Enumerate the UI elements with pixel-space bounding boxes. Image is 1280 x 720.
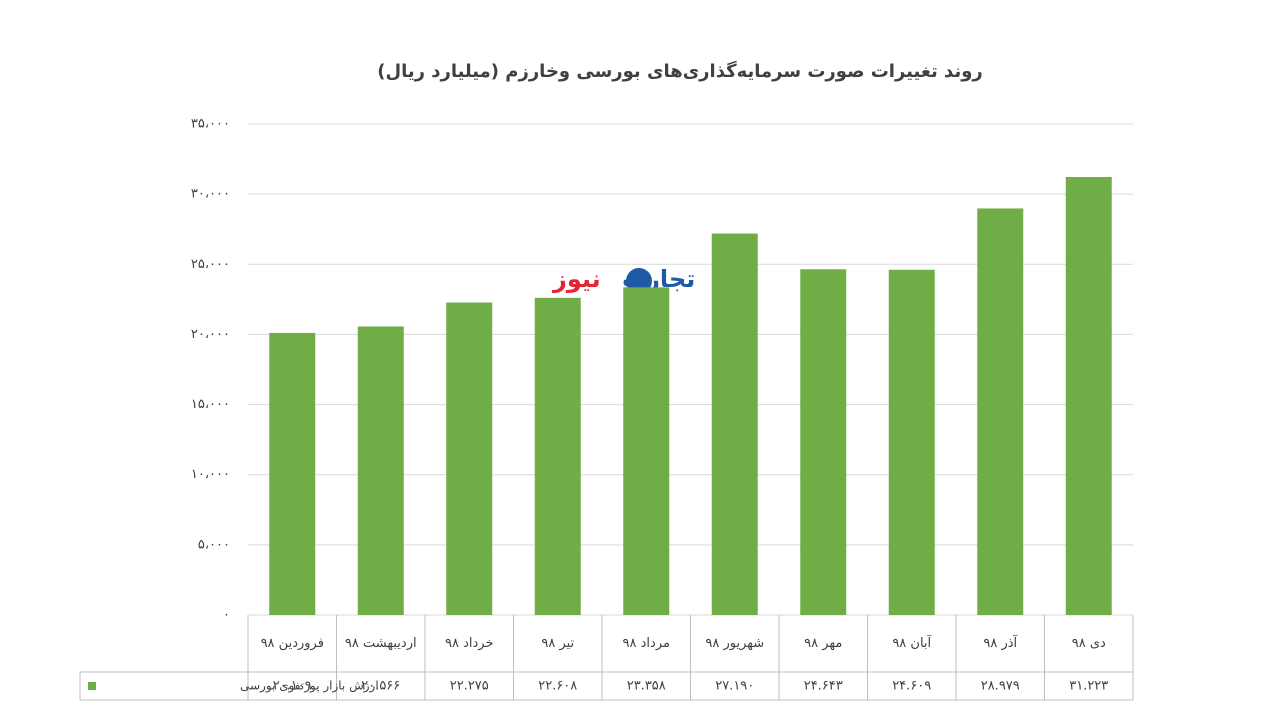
legend-swatch [88, 682, 96, 690]
y-tick-label: ۲۵،۰۰۰ [191, 257, 230, 272]
x-tick-label: تیر ۹۸ [541, 635, 575, 651]
y-tick-label: ۱۰،۰۰۰ [191, 467, 230, 482]
table-value: ۲۲.۶۰۸ [538, 679, 577, 694]
table-value: ۲۰.۵۶۶ [361, 679, 400, 694]
x-tick-cell: تیر ۹۸ [541, 635, 575, 651]
x-tick-label: شهریور ۹۸ [705, 635, 765, 651]
x-tick-label: فروردین ۹۸ [260, 635, 324, 651]
table-value: ۲۴.۶۴۳ [804, 679, 843, 694]
bar [888, 269, 935, 615]
table-value: ۲۷.۱۹۰ [715, 679, 754, 694]
y-tick-label: ۰ [223, 608, 230, 623]
legend-label: ارزش بازار پورتفوی بورسی [240, 679, 379, 694]
watermark-word: نیوز [552, 265, 601, 293]
bar [711, 233, 758, 615]
x-tick-cell: شهریور ۹۸ [705, 635, 765, 651]
x-tick-cell: خرداد ۹۸ [445, 635, 494, 651]
y-tick-label: ۵،۰۰۰ [198, 537, 230, 552]
x-tick-cell: اردیبهشت ۹۸ [344, 635, 417, 651]
bar [446, 302, 493, 615]
table-value: ۲۴.۶۰۹ [892, 679, 931, 694]
bar [534, 297, 581, 615]
table-value: ۲۲.۲۷۵ [450, 679, 489, 694]
x-tick-cell: مهر ۹۸ [804, 635, 843, 651]
y-tick-label: ۳۵،۰۰۰ [191, 117, 230, 132]
bar [800, 269, 847, 615]
x-tick-label: خرداد ۹۸ [445, 635, 494, 651]
x-tick-label: آذر ۹۸ [983, 635, 1018, 651]
x-tick-label: اردیبهشت ۹۸ [344, 635, 417, 651]
x-tick-cell: فروردین ۹۸ [260, 635, 324, 651]
x-tick-label: آبان ۹۸ [892, 635, 932, 651]
table-value: ۲۰.۱۰۹ [273, 679, 312, 694]
x-tick-label: مرداد ۹۸ [622, 635, 670, 651]
bar [357, 326, 404, 615]
bar [269, 332, 316, 615]
table-value: ۳۱.۲۲۳ [1069, 679, 1108, 694]
x-tick-label: مهر ۹۸ [804, 635, 843, 651]
table-value: ۲۳.۳۵۸ [627, 679, 666, 694]
table-value: ۲۸.۹۷۹ [981, 679, 1020, 694]
y-tick-label: ۲۰،۰۰۰ [191, 327, 230, 342]
x-tick-cell: دی ۹۸ [1071, 635, 1106, 651]
y-tick-label: ۱۵،۰۰۰ [191, 397, 230, 412]
bar [1065, 176, 1112, 616]
x-tick-cell: آبان ۹۸ [892, 635, 932, 651]
bar [977, 208, 1024, 615]
x-tick-label: دی ۹۸ [1071, 635, 1106, 651]
bar [623, 287, 670, 615]
x-tick-cell: آذر ۹۸ [983, 635, 1018, 651]
chart-title: روند تغییرات صورت سرمایه‌گذاری‌های بورسی… [377, 60, 983, 82]
y-tick-label: ۳۰،۰۰۰ [191, 187, 230, 202]
x-tick-cell: مرداد ۹۸ [622, 635, 670, 651]
